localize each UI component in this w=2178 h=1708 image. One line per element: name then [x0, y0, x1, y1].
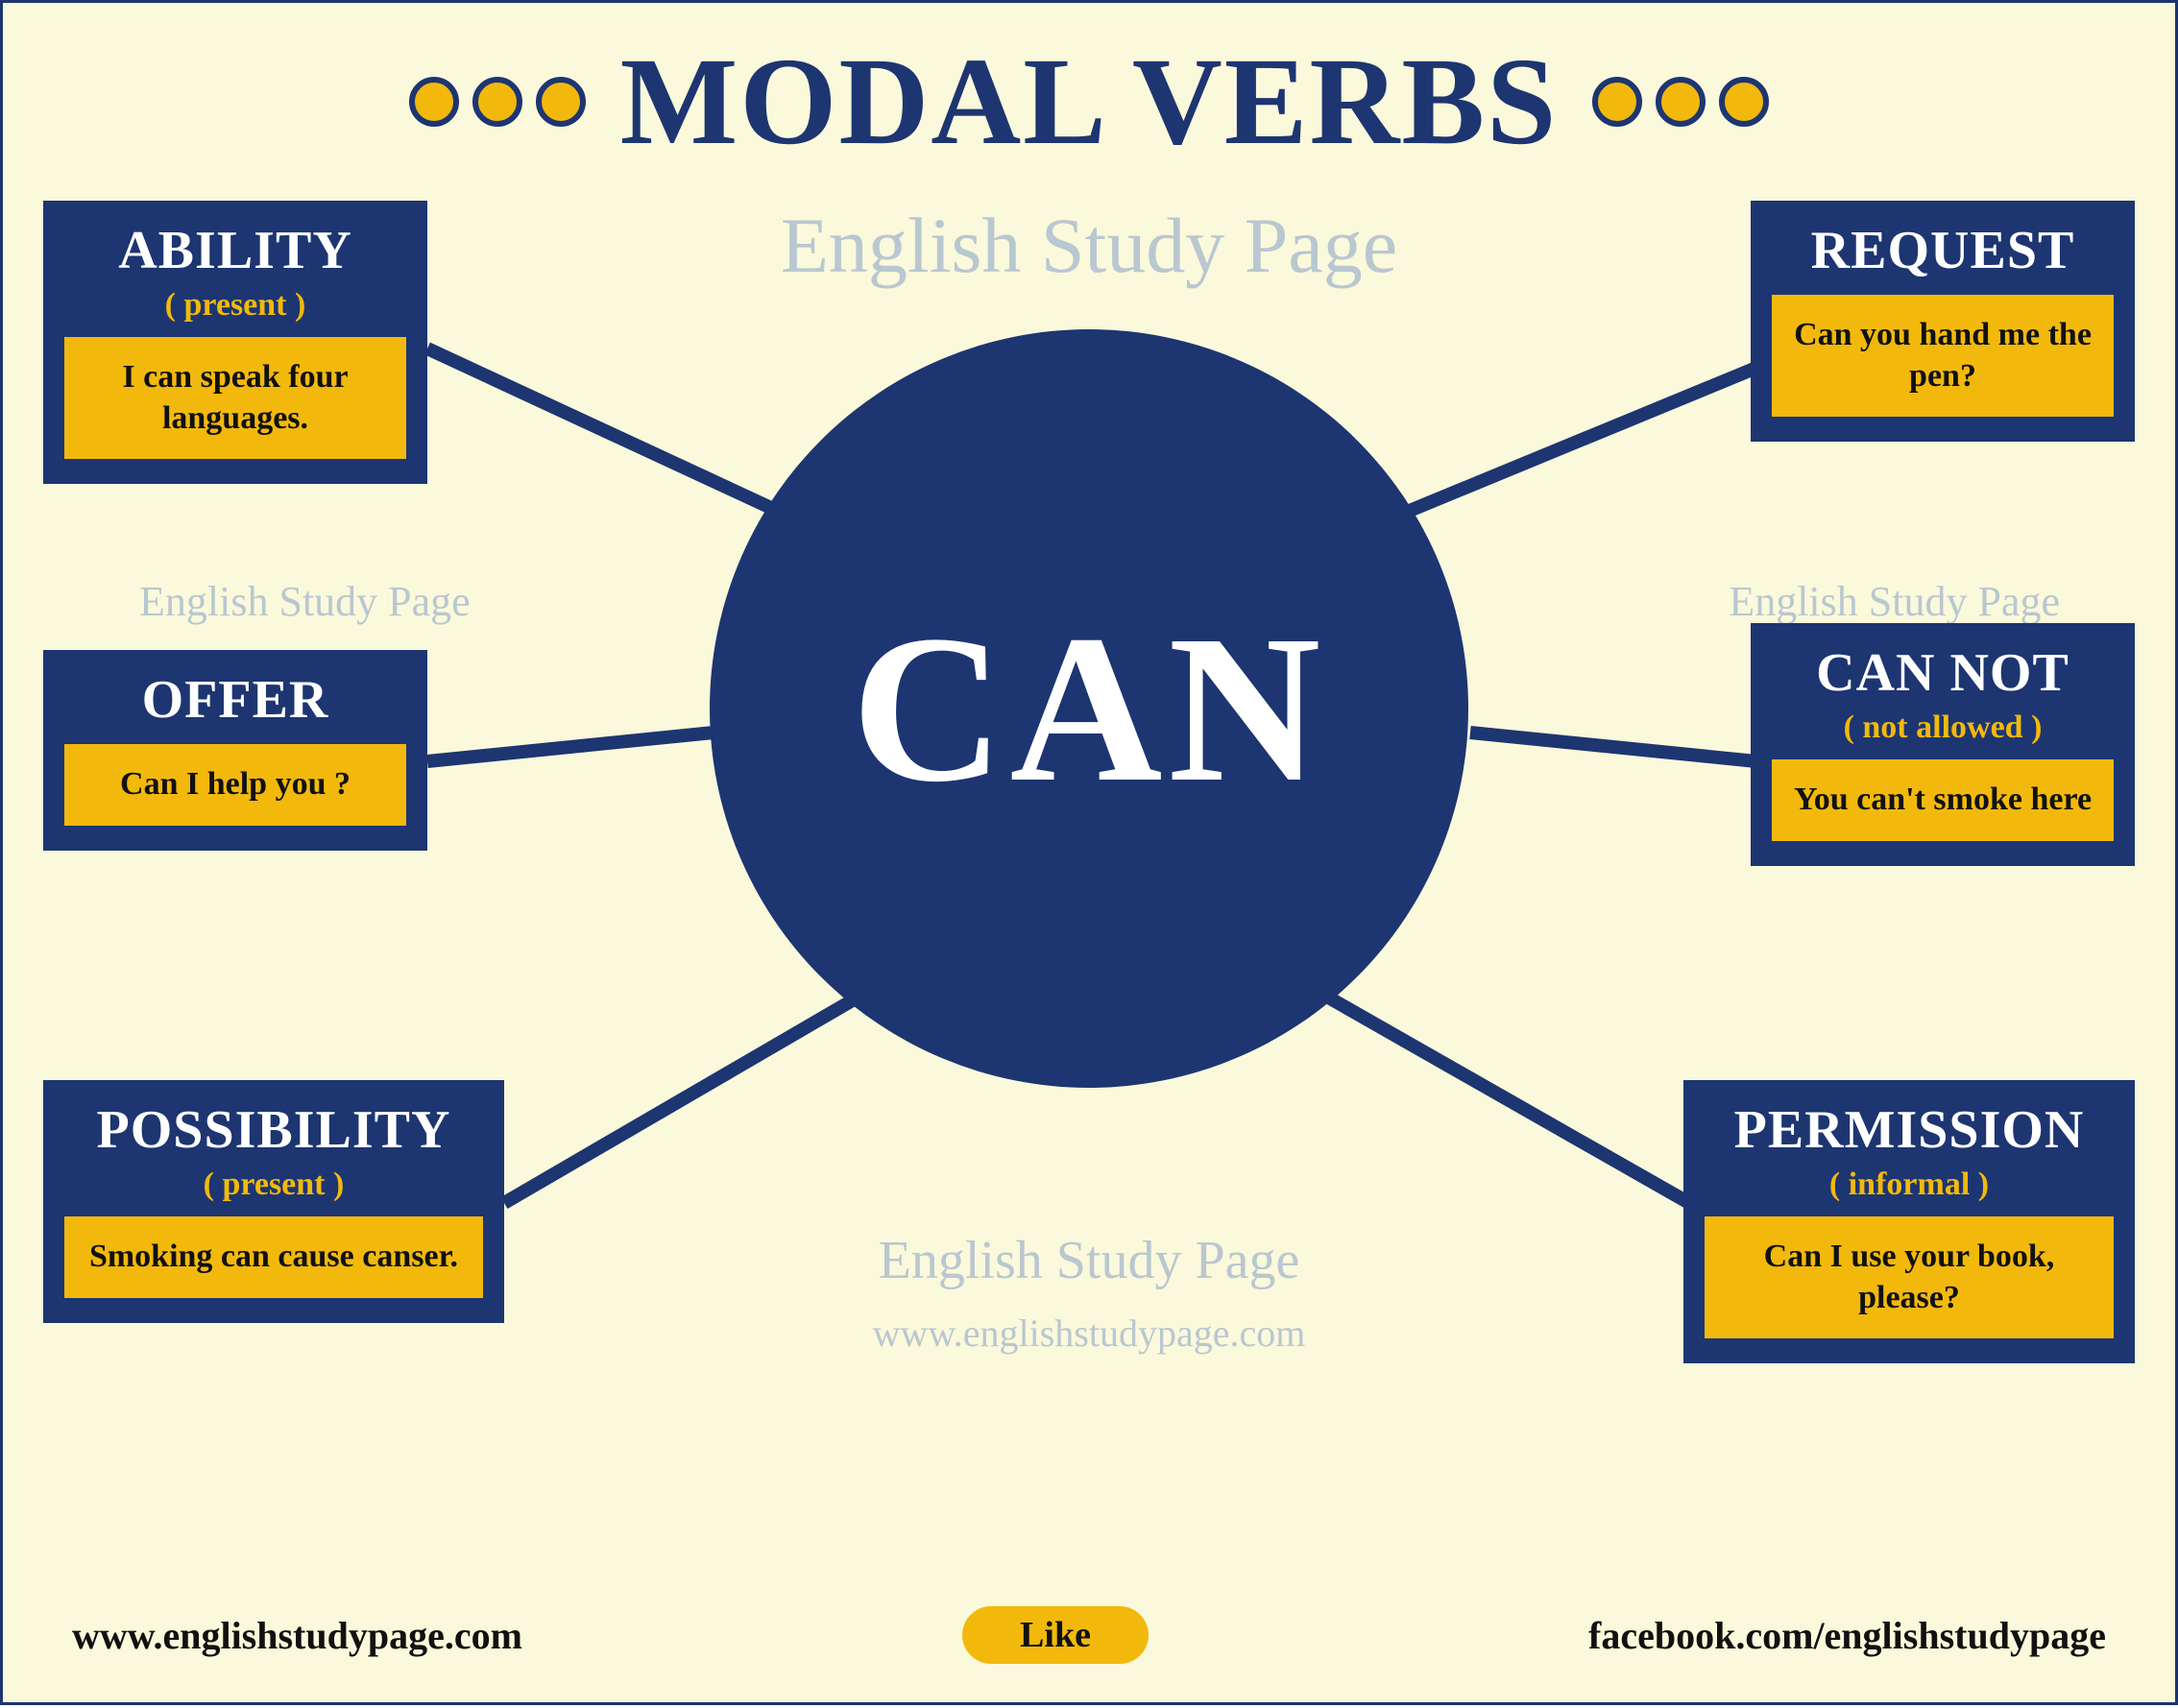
usage-title-cannot: CAN NOT — [1772, 642, 2114, 704]
decor-dot — [1656, 77, 1706, 127]
usage-title-offer: OFFER — [64, 669, 406, 731]
left-dot-group — [409, 77, 586, 127]
usage-title-ability: ABILITY — [64, 220, 406, 281]
title-row: MODAL VERBS — [3, 30, 2175, 174]
watermark-bottom: English Study Page — [879, 1230, 1300, 1291]
usage-note-cannot: ( not allowed ) — [1772, 710, 2114, 746]
decor-dot — [472, 77, 522, 127]
footer-right-url: facebook.com/englishstudypage — [1588, 1613, 2106, 1658]
usage-note-possibility: ( present ) — [64, 1167, 483, 1203]
decor-dot — [409, 77, 459, 127]
usage-example-cannot: You can't smoke here — [1772, 759, 2114, 841]
usage-box-offer: OFFER Can I help you ? — [43, 650, 427, 851]
usage-box-request: REQUEST Can you hand me the pen? — [1751, 201, 2135, 442]
center-word: CAN — [852, 588, 1327, 830]
usage-note-permission: ( informal ) — [1705, 1167, 2114, 1203]
page-title: MODAL VERBS — [620, 30, 1559, 174]
usage-example-permission: Can I use your book, please? — [1705, 1216, 2114, 1338]
decor-dot — [536, 77, 586, 127]
usage-example-offer: Can I help you ? — [64, 744, 406, 826]
usage-example-possibility: Smoking can cause canser. — [64, 1216, 483, 1298]
usage-title-possibility: POSSIBILITY — [64, 1099, 483, 1161]
usage-box-ability: ABILITY ( present ) I can speak four lan… — [43, 201, 427, 484]
usage-title-request: REQUEST — [1772, 220, 2114, 281]
watermark-right: English Study Page — [1729, 577, 2060, 626]
footer-left-url: www.englishstudypage.com — [72, 1613, 522, 1658]
center-circle: CAN — [710, 329, 1468, 1088]
decor-dot — [1719, 77, 1769, 127]
right-dot-group — [1592, 77, 1769, 127]
usage-box-cannot: CAN NOT ( not allowed ) You can't smoke … — [1751, 623, 2135, 866]
usage-title-permission: PERMISSION — [1705, 1099, 2114, 1161]
watermark-left: English Study Page — [139, 577, 471, 626]
like-pill[interactable]: Like — [962, 1606, 1149, 1664]
infographic-frame: MODAL VERBS English Study Page English S… — [0, 0, 2178, 1705]
usage-box-permission: PERMISSION ( informal ) Can I use your b… — [1683, 1080, 2135, 1363]
usage-example-request: Can you hand me the pen? — [1772, 295, 2114, 417]
decor-dot — [1592, 77, 1642, 127]
footer: www.englishstudypage.com Like facebook.c… — [3, 1606, 2175, 1664]
usage-note-ability: ( present ) — [64, 287, 406, 324]
usage-box-possibility: POSSIBILITY ( present ) Smoking can caus… — [43, 1080, 504, 1323]
watermark-top: English Study Page — [781, 201, 1397, 291]
usage-example-ability: I can speak four languages. — [64, 337, 406, 459]
watermark-url: www.englishstudypage.com — [873, 1311, 1306, 1356]
